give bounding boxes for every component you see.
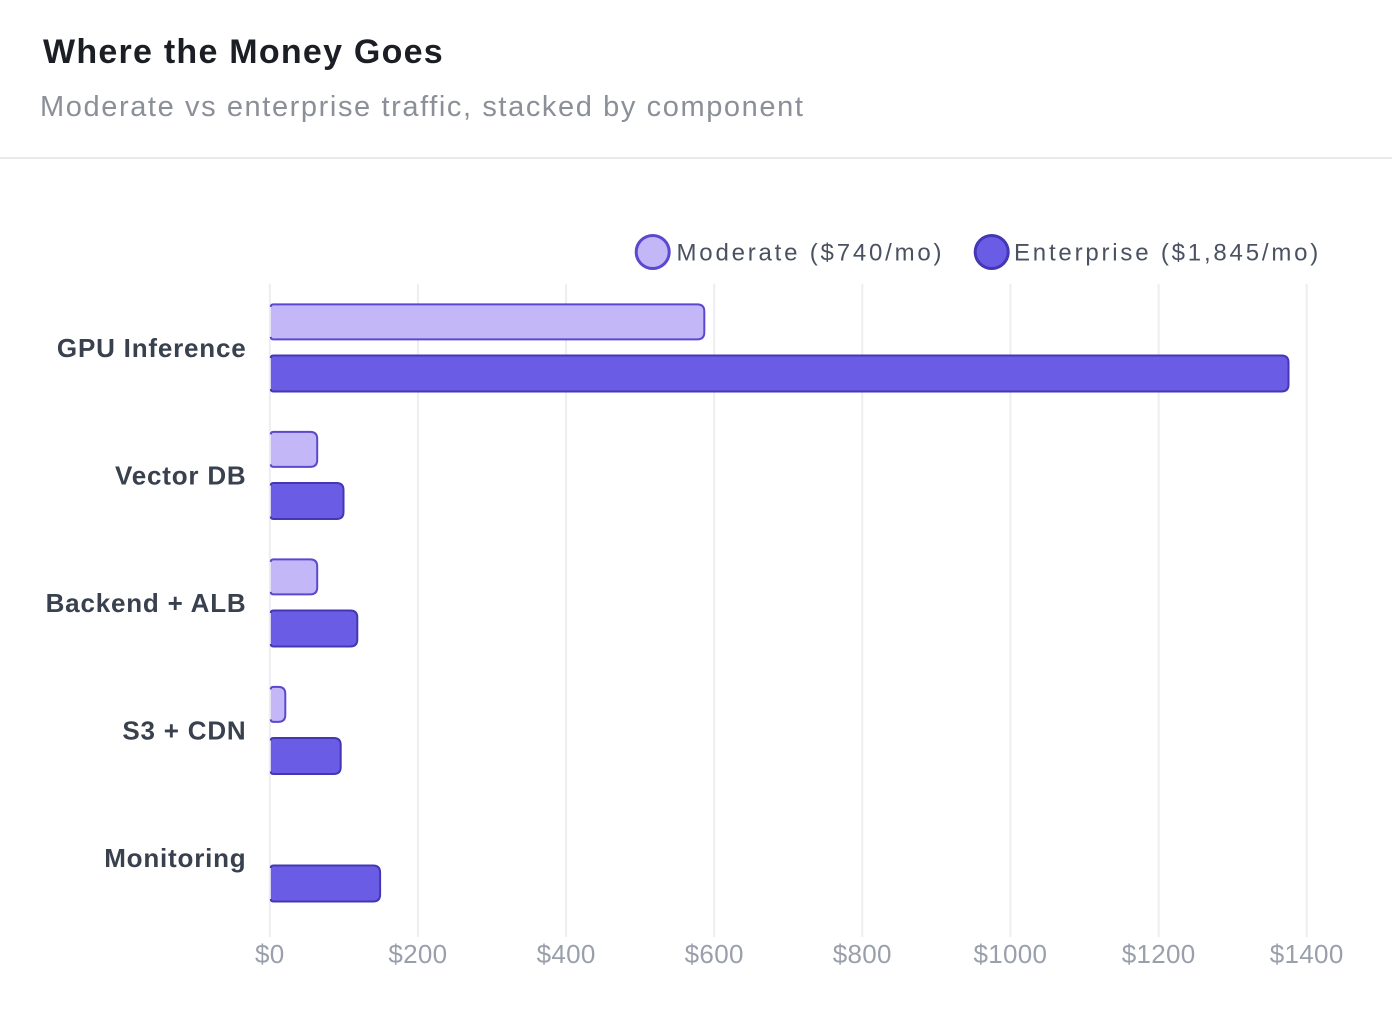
svg-text:S3 + CDN: S3 + CDN bbox=[122, 715, 246, 745]
svg-text:$800: $800 bbox=[833, 939, 892, 969]
svg-text:GPU Inference: GPU Inference bbox=[57, 333, 247, 363]
svg-text:Enterprise ($1,845/mo): Enterprise ($1,845/mo) bbox=[1014, 240, 1321, 267]
svg-text:$1000: $1000 bbox=[973, 939, 1047, 969]
svg-text:$1200: $1200 bbox=[1122, 939, 1196, 969]
svg-text:$0: $0 bbox=[255, 939, 285, 969]
svg-text:Monitoring: Monitoring bbox=[104, 843, 246, 873]
svg-text:Backend + ALB: Backend + ALB bbox=[46, 588, 247, 618]
svg-text:Moderate ($740/mo): Moderate ($740/mo) bbox=[677, 240, 945, 267]
svg-text:Vector DB: Vector DB bbox=[115, 460, 246, 490]
svg-text:$400: $400 bbox=[537, 939, 596, 969]
svg-text:$600: $600 bbox=[685, 939, 744, 969]
svg-text:$200: $200 bbox=[388, 939, 447, 969]
svg-text:$1400: $1400 bbox=[1270, 939, 1344, 969]
